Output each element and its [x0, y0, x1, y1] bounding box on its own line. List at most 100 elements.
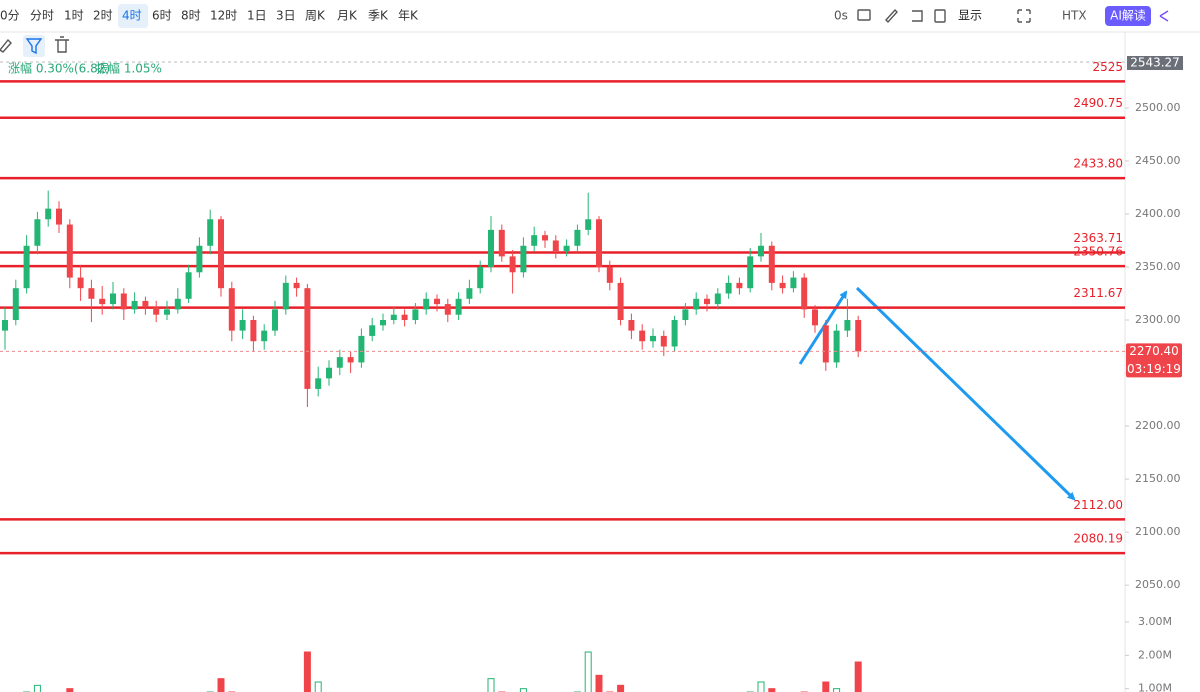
candle-body	[455, 298, 462, 315]
timeframe-tab[interactable]: 2时	[93, 9, 113, 23]
candle-body	[423, 298, 430, 310]
candle-body	[509, 256, 516, 273]
volume-bar	[519, 688, 527, 692]
last-price-box	[1126, 343, 1182, 378]
candle-body	[34, 219, 41, 246]
y-tick-label: 2100.00	[1135, 525, 1181, 538]
candle-body	[660, 335, 667, 347]
volume-bar	[303, 651, 311, 692]
candle-body	[650, 335, 656, 342]
level-label: 2350.76	[1073, 245, 1123, 259]
candle-body	[282, 282, 289, 310]
fullscreen-icon[interactable]	[1017, 9, 1031, 23]
ai-label: AI解读	[1110, 9, 1146, 23]
timeframe-tab[interactable]: 1日	[247, 9, 267, 23]
volume-bar	[487, 678, 495, 692]
y-tick-label: 2300.00	[1135, 313, 1181, 326]
candle-body	[606, 266, 613, 283]
level-label: 2363.71	[1073, 231, 1123, 245]
candle-body	[120, 293, 127, 310]
candle-body	[434, 298, 440, 305]
exchange[interactable]: HTX	[1062, 9, 1087, 23]
candle-body	[23, 245, 30, 289]
trash-icon[interactable]	[55, 36, 69, 53]
countdown: 0s	[834, 9, 848, 23]
timeframe-tab[interactable]: 6时	[152, 9, 172, 23]
pencil-icon[interactable]	[0, 38, 12, 53]
volume-bar	[314, 681, 322, 692]
timeframe-tab[interactable]: 4时	[122, 9, 142, 23]
volume-bar	[822, 681, 830, 692]
timeframe-tab[interactable]: 年K	[398, 9, 419, 23]
camera-icon[interactable]	[857, 9, 871, 21]
candle-body	[563, 245, 570, 252]
candle-body	[196, 245, 203, 273]
timeframe-tab[interactable]: 12时	[210, 9, 237, 23]
volume-bar	[833, 688, 841, 692]
candle-body	[326, 367, 332, 379]
candle-body	[218, 219, 224, 289]
candle-body	[488, 229, 494, 267]
timeframe-tab[interactable]: 3日	[276, 9, 296, 23]
copy-icon[interactable]	[934, 9, 946, 23]
draw-icon[interactable]	[885, 8, 898, 24]
candle-body	[77, 277, 84, 289]
timeframe-tab[interactable]: 周K	[305, 9, 326, 23]
candle-body	[779, 282, 786, 289]
level-label: 2080.19	[1073, 532, 1123, 546]
filter-icon[interactable]	[25, 38, 43, 55]
candle-body	[336, 357, 343, 368]
tool-icons	[0, 8, 1169, 57]
volume-bar	[757, 681, 765, 692]
volume-tick-label: 2.00M	[1138, 648, 1172, 661]
candle-body	[12, 288, 19, 321]
y-tick-label: 2450.00	[1135, 154, 1181, 167]
candle-body	[542, 235, 548, 241]
timeframe-tab[interactable]: 0分	[0, 9, 20, 23]
share-icon[interactable]	[1159, 10, 1169, 22]
ai-button[interactable]	[1105, 6, 1151, 26]
window-icon[interactable]	[912, 10, 923, 22]
candle-body	[498, 229, 505, 257]
drawn-arrow[interactable]	[855, 286, 1076, 501]
candle-body	[736, 282, 743, 289]
last-price-label: 2270.40	[1129, 344, 1179, 358]
candle-body	[725, 282, 732, 294]
candle-body	[790, 277, 797, 289]
top-price-box	[1127, 56, 1183, 70]
candle-body	[412, 309, 419, 321]
level-label: 2311.67	[1073, 286, 1123, 300]
countdown-timer: 03:19:19	[1127, 362, 1181, 376]
candle-body	[250, 320, 257, 342]
candle-body	[88, 288, 95, 299]
level-label: 2112.00	[1073, 498, 1123, 512]
candle-body	[358, 335, 365, 363]
candle-body	[164, 309, 170, 315]
timeframe-tab[interactable]: 月K	[337, 9, 358, 23]
volume-bar	[217, 678, 225, 692]
candle-body	[822, 325, 829, 363]
candle-body	[45, 208, 52, 220]
timeframe-tab[interactable]: 分时	[30, 9, 54, 23]
change-info: 涨幅 0.30%(6.82)	[8, 61, 110, 76]
candle-body	[466, 288, 473, 299]
candle-body	[2, 320, 8, 331]
candle-body	[531, 235, 538, 246]
candle-body	[617, 282, 624, 321]
candle-body	[369, 325, 376, 336]
y-tick-label: 2350.00	[1135, 260, 1181, 273]
candle-body	[131, 300, 138, 310]
timeframe-selected-bg	[118, 4, 148, 28]
timeframe-tab[interactable]: 季K	[368, 9, 389, 23]
candle-body	[477, 266, 484, 289]
timeframe-tab[interactable]: 8时	[181, 9, 201, 23]
candle-body	[844, 320, 851, 331]
display-button[interactable]: 显示	[958, 9, 982, 23]
timeframe-tab[interactable]: 1时	[64, 9, 84, 23]
candle-body	[520, 245, 527, 273]
candle-body	[304, 288, 311, 389]
candle-body	[66, 224, 73, 278]
candle-body	[261, 330, 268, 342]
y-tick-label: 2500.00	[1135, 101, 1181, 114]
